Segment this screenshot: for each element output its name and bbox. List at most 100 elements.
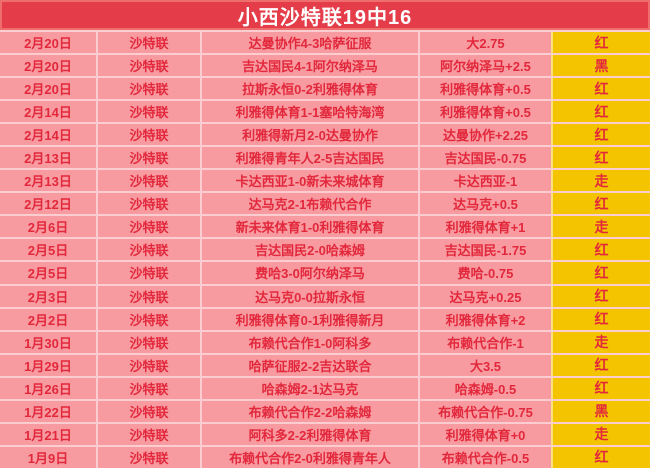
table-row: 2月13日 沙特联 卡达西亚1-0新未来城体育 卡达西亚-1 走 xyxy=(0,168,650,192)
result-badge: 红 xyxy=(551,193,650,215)
date-cell: 2月12日 xyxy=(0,193,96,215)
date-cell: 2月20日 xyxy=(0,78,96,100)
handicap-pick-cell: 利雅得体育+0.5 xyxy=(418,78,551,100)
handicap-pick-cell: 布赖代合作-0.75 xyxy=(418,400,551,422)
league-cell: 沙特联 xyxy=(96,32,200,54)
table-row: 1月30日 沙特联 布赖代合作1-0阿科多 布赖代合作-1 走 xyxy=(0,329,650,353)
result-badge: 红 xyxy=(551,147,650,169)
league-cell: 沙特联 xyxy=(96,354,200,376)
date-cell: 2月3日 xyxy=(0,285,96,307)
date-cell: 2月20日 xyxy=(0,32,96,54)
table-row: 2月6日 沙特联 新未来体育1-0利雅得体育 利雅得体育+1 走 xyxy=(0,214,650,238)
date-cell: 2月14日 xyxy=(0,101,96,123)
table-row: 2月20日 沙特联 吉达国民4-1阿尔纳泽马 阿尔纳泽马+2.5 黑 xyxy=(0,53,650,77)
handicap-pick-cell: 大2.75 xyxy=(418,32,551,54)
match-result-cell: 卡达西亚1-0新未来城体育 xyxy=(200,170,418,192)
result-badge: 走 xyxy=(551,170,650,192)
table-row: 1月21日 沙特联 阿科多2-2利雅得体育 利雅得体育+0 走 xyxy=(0,421,650,445)
match-result-cell: 达马克0-0拉斯永恒 xyxy=(200,285,418,307)
date-cell: 1月29日 xyxy=(0,354,96,376)
result-badge: 红 xyxy=(551,446,650,468)
league-cell: 沙特联 xyxy=(96,216,200,238)
date-cell: 2月13日 xyxy=(0,170,96,192)
date-cell: 1月22日 xyxy=(0,400,96,422)
league-cell: 沙特联 xyxy=(96,124,200,146)
table-row: 1月29日 沙特联 哈萨征服2-2吉达联合 大3.5 红 xyxy=(0,352,650,376)
result-badge: 红 xyxy=(551,32,650,54)
result-badge: 红 xyxy=(551,285,650,307)
handicap-pick-cell: 利雅得体育+0 xyxy=(418,423,551,445)
handicap-pick-cell: 哈森姆-0.5 xyxy=(418,377,551,399)
match-result-cell: 哈森姆2-1达马克 xyxy=(200,377,418,399)
league-cell: 沙特联 xyxy=(96,262,200,284)
table-row: 2月2日 沙特联 利雅得体育0-1利雅得新月 利雅得体育+2 红 xyxy=(0,306,650,330)
handicap-pick-cell: 吉达国民-0.75 xyxy=(418,147,551,169)
handicap-pick-cell: 布赖代合作-0.5 xyxy=(418,446,551,468)
page-title: 小西沙特联19中16 xyxy=(0,0,650,30)
handicap-pick-cell: 达曼协作+2.25 xyxy=(418,124,551,146)
table-row: 1月9日 沙特联 布赖代合作2-0利雅得青年人 布赖代合作-0.5 红 xyxy=(0,444,650,468)
handicap-pick-cell: 大3.5 xyxy=(418,354,551,376)
result-badge: 红 xyxy=(551,124,650,146)
match-result-cell: 布赖代合作2-2哈森姆 xyxy=(200,400,418,422)
handicap-pick-cell: 阿尔纳泽马+2.5 xyxy=(418,55,551,77)
handicap-pick-cell: 布赖代合作-1 xyxy=(418,331,551,353)
match-result-cell: 吉达国民4-1阿尔纳泽马 xyxy=(200,55,418,77)
handicap-pick-cell: 卡达西亚-1 xyxy=(418,170,551,192)
result-badge: 红 xyxy=(551,101,650,123)
match-result-cell: 利雅得青年人2-5吉达国民 xyxy=(200,147,418,169)
league-cell: 沙特联 xyxy=(96,78,200,100)
result-badge: 红 xyxy=(551,78,650,100)
date-cell: 1月30日 xyxy=(0,331,96,353)
table-row: 2月5日 沙特联 费哈3-0阿尔纳泽马 费哈-0.75 红 xyxy=(0,260,650,284)
match-result-cell: 利雅得体育0-1利雅得新月 xyxy=(200,308,418,330)
handicap-pick-cell: 利雅得体育+2 xyxy=(418,308,551,330)
table-row: 2月20日 沙特联 拉斯永恒0-2利雅得体育 利雅得体育+0.5 红 xyxy=(0,76,650,100)
result-badge: 红 xyxy=(551,239,650,261)
match-result-cell: 哈萨征服2-2吉达联合 xyxy=(200,354,418,376)
date-cell: 2月2日 xyxy=(0,308,96,330)
league-cell: 沙特联 xyxy=(96,147,200,169)
handicap-pick-cell: 利雅得体育+1 xyxy=(418,216,551,238)
result-badge: 红 xyxy=(551,262,650,284)
records-body: 2月20日 沙特联 达曼协作4-3哈萨征服 大2.75 红 2月20日 沙特联 … xyxy=(0,30,650,468)
league-cell: 沙特联 xyxy=(96,331,200,353)
match-result-cell: 布赖代合作1-0阿科多 xyxy=(200,331,418,353)
league-cell: 沙特联 xyxy=(96,55,200,77)
league-cell: 沙特联 xyxy=(96,308,200,330)
table-row: 1月26日 沙特联 哈森姆2-1达马克 哈森姆-0.5 红 xyxy=(0,375,650,399)
date-cell: 2月5日 xyxy=(0,262,96,284)
match-result-cell: 新未来体育1-0利雅得体育 xyxy=(200,216,418,238)
league-cell: 沙特联 xyxy=(96,239,200,261)
match-result-cell: 达曼协作4-3哈萨征服 xyxy=(200,32,418,54)
league-cell: 沙特联 xyxy=(96,446,200,468)
match-result-cell: 达马克2-1布赖代合作 xyxy=(200,193,418,215)
match-result-cell: 利雅得新月2-0达曼协作 xyxy=(200,124,418,146)
match-result-cell: 利雅得体育1-1塞哈特海湾 xyxy=(200,101,418,123)
handicap-pick-cell: 吉达国民-1.75 xyxy=(418,239,551,261)
table-row: 2月14日 沙特联 利雅得体育1-1塞哈特海湾 利雅得体育+0.5 红 xyxy=(0,99,650,123)
result-badge: 走 xyxy=(551,216,650,238)
league-cell: 沙特联 xyxy=(96,285,200,307)
table-row: 2月14日 沙特联 利雅得新月2-0达曼协作 达曼协作+2.25 红 xyxy=(0,122,650,146)
table-row: 2月20日 沙特联 达曼协作4-3哈萨征服 大2.75 红 xyxy=(0,30,650,54)
result-badge: 走 xyxy=(551,423,650,445)
table-row: 2月5日 沙特联 吉达国民2-0哈森姆 吉达国民-1.75 红 xyxy=(0,237,650,261)
result-badge: 黑 xyxy=(551,55,650,77)
match-result-cell: 阿科多2-2利雅得体育 xyxy=(200,423,418,445)
handicap-pick-cell: 达马克+0.25 xyxy=(418,285,551,307)
date-cell: 2月14日 xyxy=(0,124,96,146)
table-row: 1月22日 沙特联 布赖代合作2-2哈森姆 布赖代合作-0.75 黑 xyxy=(0,398,650,422)
match-result-cell: 拉斯永恒0-2利雅得体育 xyxy=(200,78,418,100)
result-badge: 走 xyxy=(551,331,650,353)
handicap-pick-cell: 费哈-0.75 xyxy=(418,262,551,284)
date-cell: 1月9日 xyxy=(0,446,96,468)
table-row: 2月3日 沙特联 达马克0-0拉斯永恒 达马克+0.25 红 xyxy=(0,283,650,307)
date-cell: 1月21日 xyxy=(0,423,96,445)
league-cell: 沙特联 xyxy=(96,377,200,399)
date-cell: 2月20日 xyxy=(0,55,96,77)
match-result-cell: 费哈3-0阿尔纳泽马 xyxy=(200,262,418,284)
date-cell: 2月5日 xyxy=(0,239,96,261)
table-row: 2月13日 沙特联 利雅得青年人2-5吉达国民 吉达国民-0.75 红 xyxy=(0,145,650,169)
